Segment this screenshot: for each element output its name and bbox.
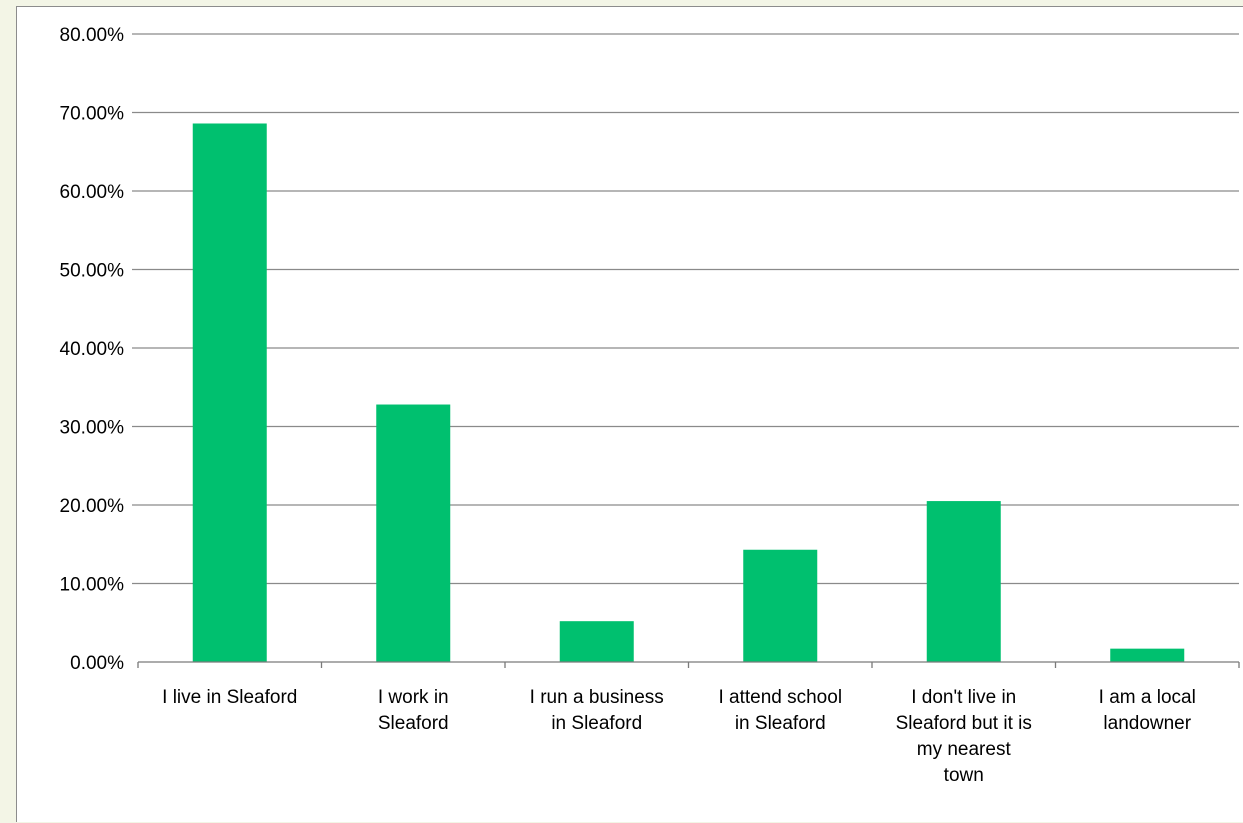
bar <box>743 549 818 662</box>
x-tick-label: I work in Sleaford <box>378 687 449 734</box>
gridlines <box>132 33 1239 585</box>
chart-frame: 0.00% 10.00% 20.00% 30.00% 40.00% 50.00% 60.00… <box>16 6 1243 822</box>
x-axis-tick-labels: I live in Sleaford I work in Sleaford I run… <box>162 687 1196 786</box>
y-tick-label: 70.00% <box>60 104 125 125</box>
x-tick-label: I run a business in Sleaford <box>530 687 664 734</box>
x-tick-label: I don't live in Sleaford but it is my near… <box>896 687 1032 786</box>
y-tick-label: 0.00% <box>70 653 124 674</box>
bar <box>192 123 267 663</box>
bars <box>192 123 1185 663</box>
y-axis-tick-labels: 0.00% 10.00% 20.00% 30.00% 40.00% 50.00% 60.00… <box>60 25 125 674</box>
y-tick-label: 60.00% <box>60 182 125 203</box>
bar-chart: 0.00% 10.00% 20.00% 30.00% 40.00% 50.00% 60.00… <box>60 25 1240 786</box>
x-tick-label: I live in Sleaford <box>162 687 297 708</box>
x-tick-label: I attend school in Sleaford <box>718 687 842 734</box>
bar <box>926 501 1001 662</box>
y-tick-label: 30.00% <box>60 418 125 439</box>
bar <box>1110 648 1185 662</box>
bar <box>559 621 634 662</box>
y-tick-label: 10.00% <box>60 575 125 596</box>
y-tick-label: 20.00% <box>60 496 125 517</box>
y-tick-label: 80.00% <box>60 25 125 46</box>
x-tick-label: I am a local landowner <box>1099 687 1196 734</box>
y-tick-label: 40.00% <box>60 339 125 360</box>
bar <box>376 404 451 662</box>
x-axis <box>137 661 1240 668</box>
y-tick-label: 50.00% <box>60 261 125 282</box>
